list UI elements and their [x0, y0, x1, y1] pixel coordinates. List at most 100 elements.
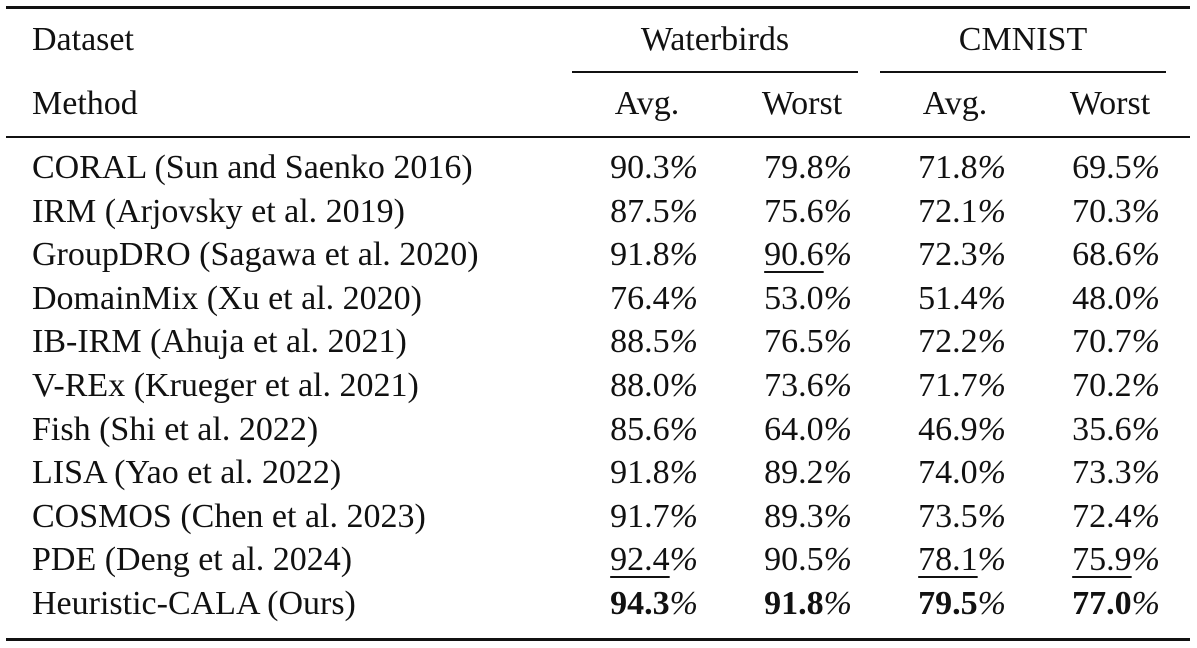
percent-sign: %: [1131, 541, 1160, 579]
value-number: 85.6: [610, 410, 670, 448]
value-cmnist-worst: 68.6%: [1010, 235, 1160, 275]
col-waterbirds-avg: Avg.: [614, 85, 680, 122]
value-waterbirds-worst: 79.8%: [702, 148, 852, 188]
value-number: 72.2: [918, 323, 978, 361]
method-name: IRM (Arjovsky et al. 2019): [32, 192, 406, 230]
value-cmnist-worst: 70.2%: [1010, 366, 1160, 406]
method-name: PDE (Deng et al. 2024): [32, 541, 353, 579]
value-number: 79.5: [918, 585, 978, 622]
value-waterbirds-worst: 90.5%: [702, 540, 852, 580]
col-waterbirds-worst: Worst: [761, 85, 843, 122]
percent-sign: %: [977, 585, 1006, 622]
percent-sign: %: [1131, 323, 1160, 361]
value-number: 91.7: [610, 497, 670, 535]
value-number: 71.8: [918, 149, 978, 186]
value-number: 35.6: [1072, 410, 1132, 448]
value-number: 75.6: [764, 192, 824, 230]
value-number: 73.6: [764, 367, 824, 404]
value-number: 53.0: [764, 279, 824, 317]
percent-sign: %: [1131, 454, 1160, 492]
value-cmnist-worst: 75.9%: [1010, 540, 1160, 580]
value-cmnist-worst: 48.0%: [1010, 279, 1160, 319]
method-name: CORAL (Sun and Saenko 2016): [32, 149, 473, 186]
value-waterbirds-avg: 90.3%: [548, 148, 698, 188]
header-rule: [6, 136, 1190, 138]
group-rule-waterbirds: [572, 71, 858, 73]
value-number: 72.4: [1072, 497, 1132, 535]
value-cmnist-avg: 79.5%: [856, 584, 1006, 624]
percent-sign: %: [669, 585, 698, 622]
percent-sign: %: [1131, 279, 1160, 317]
value-cmnist-worst: 69.5%: [1010, 148, 1160, 188]
value-number: 76.5: [764, 323, 824, 361]
percent-sign: %: [1131, 497, 1160, 535]
percent-sign: %: [823, 192, 852, 230]
percent-sign: %: [669, 192, 698, 230]
col-cmnist-avg: Avg.: [922, 85, 988, 122]
value-number: 92.4: [610, 541, 670, 579]
method-name: Heuristic-CALA (Ours): [32, 585, 356, 622]
col-cmnist-worst: Worst: [1069, 85, 1151, 122]
value-waterbirds-worst: 89.2%: [702, 453, 852, 493]
percent-sign: %: [669, 497, 698, 535]
value-number: 72.3: [918, 236, 978, 274]
value-cmnist-avg: 72.3%: [856, 235, 1006, 275]
value-waterbirds-avg: 88.0%: [548, 366, 698, 406]
percent-sign: %: [823, 149, 852, 186]
percent-sign: %: [823, 323, 852, 361]
percent-sign: %: [823, 367, 852, 404]
value-number: 74.0: [918, 454, 978, 492]
value-number: 88.5: [610, 323, 670, 361]
value-cmnist-avg: 72.1%: [856, 192, 1006, 232]
percent-sign: %: [977, 192, 1006, 230]
top-rule: [6, 6, 1190, 9]
percent-sign: %: [669, 454, 698, 492]
value-number: 70.7: [1072, 323, 1132, 361]
percent-sign: %: [1131, 192, 1160, 230]
percent-sign: %: [977, 497, 1006, 535]
value-waterbirds-worst: 53.0%: [702, 279, 852, 319]
percent-sign: %: [977, 236, 1006, 274]
value-number: 69.5: [1072, 149, 1132, 186]
percent-sign: %: [669, 410, 698, 448]
percent-sign: %: [1131, 585, 1160, 622]
method-name: Fish (Shi et al. 2022): [32, 410, 319, 448]
percent-sign: %: [1131, 236, 1160, 274]
value-number: 78.1: [918, 541, 978, 579]
percent-sign: %: [977, 410, 1006, 448]
value-number: 77.0: [1072, 585, 1132, 622]
value-cmnist-avg: 71.8%: [856, 148, 1006, 188]
value-waterbirds-avg: 91.8%: [548, 453, 698, 493]
percent-sign: %: [669, 279, 698, 317]
value-number: 73.3: [1072, 454, 1132, 492]
group-waterbirds: Waterbirds: [640, 21, 790, 58]
value-number: 90.5: [764, 541, 824, 579]
percent-sign: %: [823, 497, 852, 535]
method-name: V-REx (Krueger et al. 2021): [32, 367, 419, 404]
value-waterbirds-avg: 88.5%: [548, 322, 698, 362]
value-number: 89.2: [764, 454, 824, 492]
value-cmnist-worst: 35.6%: [1010, 410, 1160, 450]
value-number: 91.8: [610, 454, 670, 492]
value-cmnist-avg: 78.1%: [856, 540, 1006, 580]
value-waterbirds-worst: 76.5%: [702, 322, 852, 362]
value-cmnist-avg: 46.9%: [856, 410, 1006, 450]
value-waterbirds-worst: 91.8%: [702, 584, 852, 624]
value-waterbirds-worst: 75.6%: [702, 192, 852, 232]
value-number: 75.9: [1072, 541, 1132, 579]
percent-sign: %: [1131, 410, 1160, 448]
value-number: 90.3: [610, 149, 670, 186]
percent-sign: %: [977, 454, 1006, 492]
value-waterbirds-avg: 87.5%: [548, 192, 698, 232]
value-waterbirds-avg: 94.3%: [548, 584, 698, 624]
group-cmnist: CMNIST: [958, 21, 1088, 58]
value-number: 70.2: [1072, 367, 1132, 404]
percent-sign: %: [823, 454, 852, 492]
value-cmnist-worst: 72.4%: [1010, 497, 1160, 537]
value-cmnist-avg: 72.2%: [856, 322, 1006, 362]
value-cmnist-avg: 71.7%: [856, 366, 1006, 406]
value-number: 90.6: [764, 236, 824, 274]
percent-sign: %: [1131, 149, 1160, 186]
value-cmnist-avg: 51.4%: [856, 279, 1006, 319]
